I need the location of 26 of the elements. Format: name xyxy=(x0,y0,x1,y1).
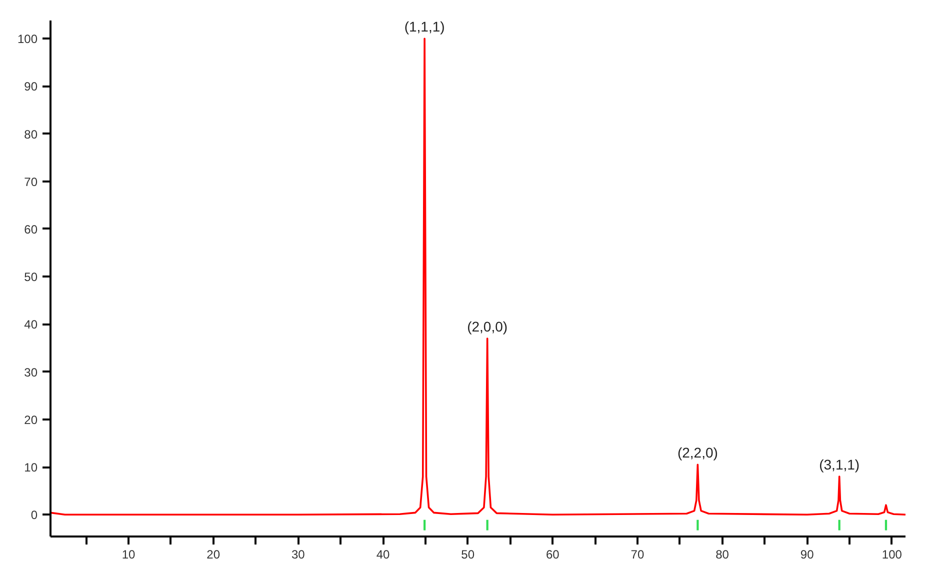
x-tick-label: 50 xyxy=(461,548,475,562)
y-tick-label: 90 xyxy=(24,80,38,94)
y-tick-label: 60 xyxy=(24,222,38,236)
x-tick-label: 100 xyxy=(882,548,902,562)
x-tick-label: 40 xyxy=(376,548,390,562)
x-tick-label: 80 xyxy=(716,548,730,562)
y-tick-label: 0 xyxy=(30,508,38,522)
y-tick-label: 70 xyxy=(24,174,38,189)
annotation: (2,2,0) xyxy=(677,444,718,461)
y-tick-label: 50 xyxy=(24,270,38,284)
y-tick-label: 10 xyxy=(24,460,38,474)
x-tick-label: 10 xyxy=(122,548,136,562)
x-tick-label: 90 xyxy=(800,548,814,562)
x-tick-label: 30 xyxy=(292,548,306,562)
x-tick-label: 60 xyxy=(546,548,560,562)
y-tick-label: 100 xyxy=(17,32,38,46)
line-series xyxy=(50,38,906,516)
x-tick-label: 70 xyxy=(630,548,644,562)
y-tick-label: 80 xyxy=(24,127,38,142)
x-tick-label: 20 xyxy=(206,548,220,562)
y-tick-label: 20 xyxy=(24,412,38,427)
y-tick-label: 30 xyxy=(24,365,38,380)
annotation: (2,0,0) xyxy=(467,318,508,334)
annotation: (1,1,1) xyxy=(404,18,445,35)
annotation: (3,1,1) xyxy=(819,456,860,473)
y-tick-label: 40 xyxy=(24,318,38,332)
